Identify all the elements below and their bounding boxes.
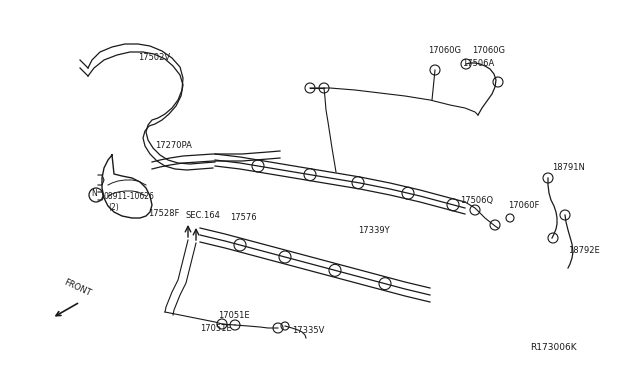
Text: 17576: 17576 bbox=[230, 213, 257, 222]
Text: 17506Q: 17506Q bbox=[460, 196, 493, 205]
Text: 17339Y: 17339Y bbox=[358, 226, 390, 235]
Text: 17270PA: 17270PA bbox=[155, 141, 192, 150]
Text: 17506A: 17506A bbox=[462, 59, 494, 68]
Text: FRONT: FRONT bbox=[62, 278, 92, 298]
Text: 17060G: 17060G bbox=[472, 46, 505, 55]
Text: R173006K: R173006K bbox=[530, 343, 577, 352]
Text: SEC.164: SEC.164 bbox=[185, 211, 220, 220]
Text: 17528F: 17528F bbox=[148, 209, 179, 218]
Text: 18792E: 18792E bbox=[568, 246, 600, 255]
Text: 17051E: 17051E bbox=[200, 324, 232, 333]
Text: (2): (2) bbox=[108, 203, 119, 212]
Text: 17335V: 17335V bbox=[292, 326, 324, 335]
Text: 17502V: 17502V bbox=[138, 53, 170, 62]
Text: 18791N: 18791N bbox=[552, 163, 585, 172]
Text: 17060G: 17060G bbox=[428, 46, 461, 55]
Text: N: N bbox=[91, 189, 97, 198]
Text: 08911-10626: 08911-10626 bbox=[103, 192, 154, 201]
Text: 17051E: 17051E bbox=[218, 311, 250, 320]
Text: 17060F: 17060F bbox=[508, 201, 540, 210]
